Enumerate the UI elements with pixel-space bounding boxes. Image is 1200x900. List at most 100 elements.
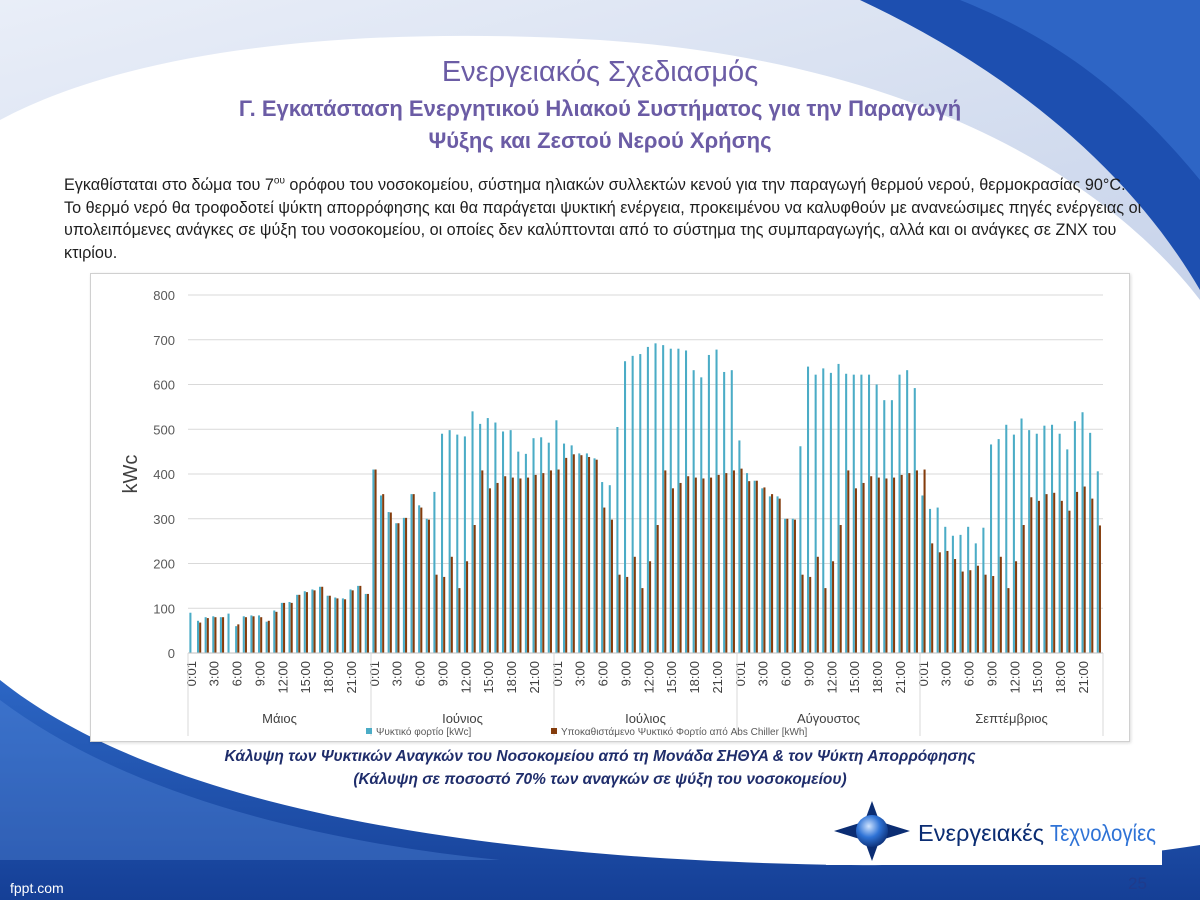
x-tick-label: 3:00 <box>939 661 954 686</box>
bar-absorption-chiller <box>999 556 1002 653</box>
bar-cooling-load <box>745 473 749 653</box>
bar-cooling-load <box>303 591 306 653</box>
bar-absorption-chiller <box>809 576 812 653</box>
bar-cooling-load <box>730 370 733 653</box>
bar-absorption-chiller <box>1037 500 1040 653</box>
bar-absorption-chiller <box>915 470 918 653</box>
bar-cooling-load <box>768 496 771 653</box>
top-band <box>0 0 1200 300</box>
bar-cooling-load <box>1005 424 1008 653</box>
bar-cooling-load <box>639 354 642 653</box>
bar-cooling-load <box>951 535 954 653</box>
bar-absorption-chiller <box>481 470 484 653</box>
bar-absorption-chiller <box>801 574 804 653</box>
bar-absorption-chiller <box>1098 525 1101 653</box>
bar-absorption-chiller <box>382 494 385 653</box>
bar-absorption-chiller <box>214 617 217 653</box>
x-tick-label: 0:01 <box>733 661 748 686</box>
bar-absorption-chiller <box>344 599 347 653</box>
bar-absorption-chiller <box>969 570 972 653</box>
bar-cooling-load <box>1066 449 1069 653</box>
bar-cooling-load <box>425 518 428 653</box>
bar-absorption-chiller <box>351 590 354 653</box>
bar-cooling-load <box>1020 418 1023 653</box>
bar-cooling-load <box>1073 421 1076 653</box>
bar-absorption-chiller <box>946 550 949 653</box>
x-tick-label: 15:00 <box>1030 661 1045 694</box>
x-tick-label: 3:00 <box>573 661 588 686</box>
bar-cooling-load <box>944 526 947 653</box>
bar-cooling-load <box>913 388 916 653</box>
bar-cooling-load <box>227 613 230 653</box>
y-tick-label: 0 <box>168 646 175 661</box>
bar-absorption-chiller <box>427 519 430 653</box>
bar-cooling-load <box>982 527 985 653</box>
bar-cooling-load <box>1096 471 1099 653</box>
bar-absorption-chiller <box>313 590 316 653</box>
bar-cooling-load <box>517 451 520 653</box>
x-tick-label: 18:00 <box>321 661 336 694</box>
bar-cooling-load <box>669 348 672 653</box>
x-tick-label: 12:00 <box>1007 661 1022 694</box>
bar-cooling-load <box>288 601 291 653</box>
x-tick-label: 12:00 <box>458 661 473 694</box>
bar-absorption-chiller <box>656 525 659 653</box>
slide-subtitle-line2: Ψύξης και Ζεστού Νερού Χρήσης <box>428 128 772 153</box>
bar-cooling-load <box>898 374 901 653</box>
bar-cooling-load <box>883 400 886 653</box>
bar-cooling-load <box>456 434 459 653</box>
bar-absorption-chiller <box>893 477 896 653</box>
bar-absorption-chiller <box>321 586 324 653</box>
bar-absorption-chiller <box>1076 491 1079 653</box>
bar-cooling-load <box>654 343 657 653</box>
month-label: Μάιος <box>262 711 297 726</box>
bar-cooling-load <box>1028 430 1031 653</box>
x-tick-label: 9:00 <box>984 661 999 686</box>
body-paragraph: Εγκαθίσταται στο δώμα του 7ου ορόφου του… <box>64 174 1144 264</box>
x-tick-label: 3:00 <box>390 661 405 686</box>
bar-cooling-load <box>684 350 688 653</box>
logo-word-energy: Ενεργειακές <box>918 820 1044 846</box>
bar-cooling-load <box>265 621 268 653</box>
bar-absorption-chiller <box>938 552 941 653</box>
bar-cooling-load <box>349 589 352 653</box>
bar-cooling-load <box>623 361 627 653</box>
bar-absorption-chiller <box>252 616 255 653</box>
bar-absorption-chiller <box>908 473 911 653</box>
x-tick-label: 6:00 <box>962 661 977 686</box>
bar-absorption-chiller <box>626 576 629 653</box>
bar-absorption-chiller <box>222 617 225 653</box>
bar-cooling-load <box>410 494 413 653</box>
body-text-superscript: ου <box>273 175 285 187</box>
x-tick-label: 6:00 <box>230 661 245 686</box>
bar-absorption-chiller <box>588 456 591 653</box>
y-tick-label: 700 <box>153 333 175 348</box>
month-label: Ιούλιος <box>625 711 666 726</box>
bar-absorption-chiller <box>488 488 491 653</box>
x-tick-label: 9:00 <box>801 661 816 686</box>
bar-absorption-chiller <box>298 594 301 653</box>
bar-absorption-chiller <box>763 487 766 653</box>
y-tick-label: 200 <box>153 557 175 572</box>
bar-absorption-chiller <box>992 576 995 653</box>
chart-caption-line1: Κάλυψη των Ψυκτικών Αναγκών του Νοσοκομε… <box>224 748 976 765</box>
body-text-part2: ορόφου του νοσοκομείου, σύστημα ηλιακών … <box>64 176 1142 262</box>
bar-cooling-load <box>204 617 207 653</box>
x-tick-label: 3:00 <box>207 661 222 686</box>
bar-cooling-load <box>822 368 825 653</box>
bar-absorption-chiller <box>786 518 789 653</box>
bar-absorption-chiller <box>283 602 286 653</box>
bar-absorption-chiller <box>603 507 606 653</box>
month-label: Σεπτέμβριος <box>975 711 1047 726</box>
bar-cooling-load <box>524 453 527 653</box>
bar-cooling-load <box>692 370 695 653</box>
bar-cooling-load <box>906 370 909 653</box>
bar-absorption-chiller <box>740 468 743 653</box>
bar-absorption-chiller <box>877 477 880 653</box>
bar-absorption-chiller <box>725 473 728 653</box>
bar-absorption-chiller <box>496 482 499 653</box>
bar-absorption-chiller <box>1083 486 1086 653</box>
bar-cooling-load <box>723 371 726 653</box>
bar-cooling-load <box>440 433 444 653</box>
x-tick-label: 6:00 <box>596 661 611 686</box>
